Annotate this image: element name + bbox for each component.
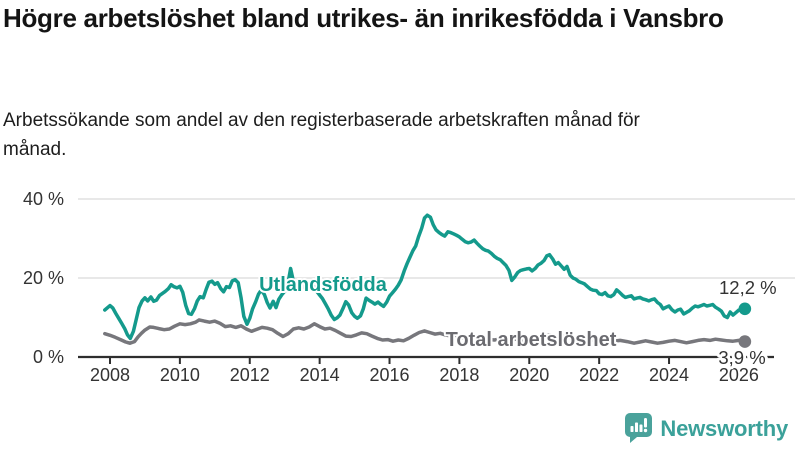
x-axis-tick-label: 2024 — [649, 365, 689, 385]
series-line-total — [103, 318, 747, 345]
x-axis-tick-label: 2026 — [719, 365, 759, 385]
newsworthy-icon — [625, 413, 653, 443]
x-axis-tick-label: 2010 — [160, 365, 200, 385]
x-axis-tick-label: 2020 — [509, 365, 549, 385]
x-axis-tick-label: 2014 — [300, 365, 340, 385]
newsworthy-wordmark: Newsworthy — [660, 415, 788, 441]
x-axis-tick-label: 2018 — [439, 365, 479, 385]
series-label-utlandsfodda: Utlandsfödda — [259, 274, 388, 296]
y-axis-tick-label: 40 % — [23, 189, 64, 209]
end-value-total: 3,9 % — [718, 347, 765, 368]
series-line-utlandsfodda — [103, 213, 747, 341]
y-axis-tick-label: 0 % — [33, 347, 64, 367]
x-axis-tick-label: 2012 — [230, 365, 270, 385]
y-axis-tick-label: 20 % — [23, 268, 64, 288]
newsworthy-logo: Newsworthy — [625, 413, 788, 444]
series-end-dot — [738, 302, 752, 316]
x-axis-tick-label: 2016 — [369, 365, 409, 385]
x-axis-tick-label: 2022 — [579, 365, 619, 385]
chart-subtitle: Arbetssökande som andel av den registerb… — [3, 110, 640, 161]
chart-title: Högre arbetslöshet bland utrikes- än inr… — [3, 3, 724, 33]
x-axis-tick-label: 2008 — [90, 365, 130, 385]
end-value-utlandsfodda: 12,2 % — [719, 277, 777, 298]
series-end-dot — [738, 335, 752, 348]
series-label-total: Total arbetslöshet — [446, 329, 617, 351]
